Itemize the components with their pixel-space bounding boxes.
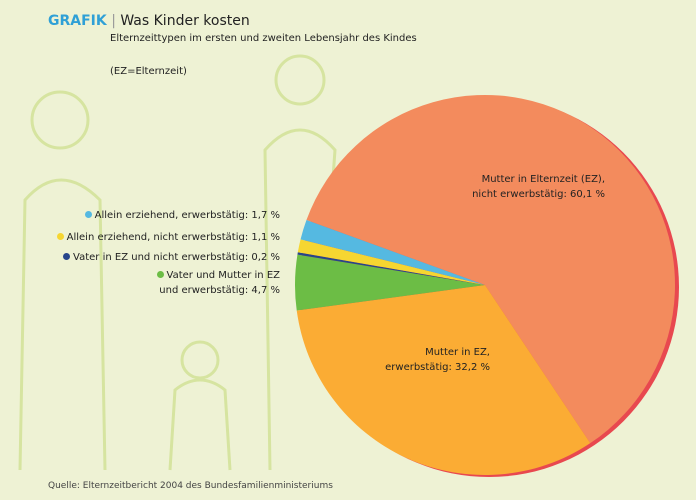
legend-dot <box>63 253 70 260</box>
value-label: 1,7 % <box>251 210 280 221</box>
value-label: 60,1 % <box>570 189 605 200</box>
chart-title: Was Kinder kosten <box>120 13 249 29</box>
legend-dot <box>157 271 164 278</box>
value-label: 1,1 % <box>251 232 280 243</box>
source: Quelle: Elternzeitbericht 2004 des Bunde… <box>48 481 333 491</box>
value-label: 4,7 % <box>251 285 280 296</box>
note: (EZ=Elternzeit) <box>110 66 187 77</box>
legend-dot <box>472 175 479 182</box>
slice-label: Mutter in EZ, erwerbstätig: 32,2 % <box>320 345 490 375</box>
legend-dot <box>57 233 64 240</box>
slice-label: Allein erziehend, erwerbstätig: 1,7 % <box>40 208 280 223</box>
brand: GRAFIK <box>48 13 107 29</box>
slice-label: Vater und Mutter in EZ und erwerbstätig:… <box>130 268 280 298</box>
label-name: Vater in EZ und nicht erwerbstätig: <box>73 252 248 263</box>
legend-dot <box>85 211 92 218</box>
value-label: 0,2 % <box>251 252 280 263</box>
slice-label: Vater in EZ und nicht erwerbstätig: 0,2 … <box>40 250 280 265</box>
slice-label: Allein erziehend, nicht erwerbstätig: 1,… <box>40 230 280 245</box>
value-label: 32,2 % <box>455 362 490 373</box>
label-name: Allein erziehend, erwerbstätig: <box>95 210 249 221</box>
subtitle: Elternzeittypen im ersten und zweiten Le… <box>110 33 417 44</box>
header: GRAFIK | Was Kinder kosten <box>48 13 250 29</box>
chart: GRAFIK | Was Kinder kosten Elternzeittyp… <box>0 0 696 500</box>
label-name: Allein erziehend, nicht erwerbstätig: <box>67 232 249 243</box>
slice-label: Mutter in Elternzeit (EZ), nicht erwerbs… <box>395 172 605 202</box>
legend-dot <box>415 348 422 355</box>
